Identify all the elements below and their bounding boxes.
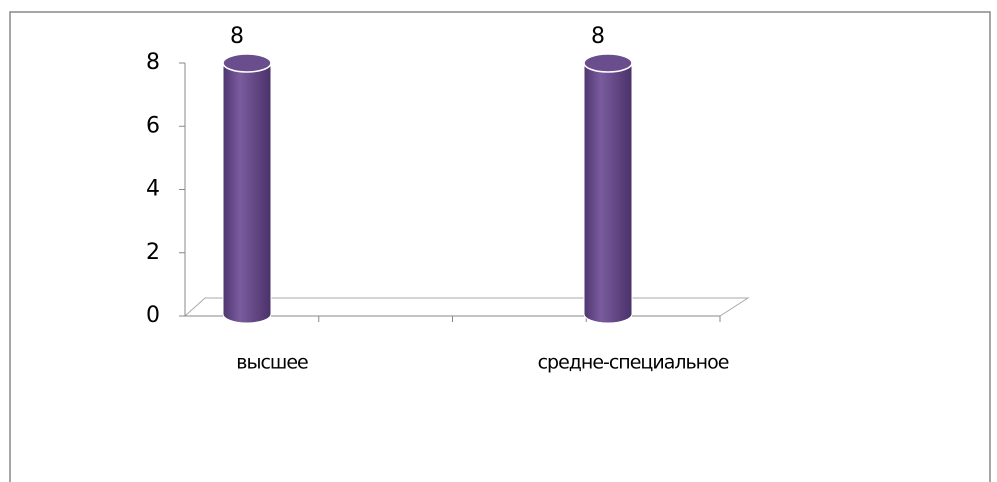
cylinder-top: [222, 53, 272, 73]
y-tick-label: 6: [146, 113, 160, 138]
cylinder-top: [583, 53, 633, 73]
bar: [222, 53, 272, 324]
cylinder-body: [583, 62, 633, 324]
bar: [583, 53, 633, 324]
x-tick-label: средне-специальное: [538, 352, 729, 374]
value-label: 8: [591, 24, 605, 49]
y-tick-label: 2: [146, 240, 160, 265]
chart-frame: [9, 11, 991, 482]
x-tick-label: высшее: [236, 352, 308, 374]
value-label: 8: [230, 24, 244, 49]
y-tick-label: 8: [146, 50, 160, 75]
cylinder-body: [222, 62, 272, 324]
y-tick-label: 4: [146, 177, 160, 202]
y-tick-label: 0: [146, 303, 160, 328]
